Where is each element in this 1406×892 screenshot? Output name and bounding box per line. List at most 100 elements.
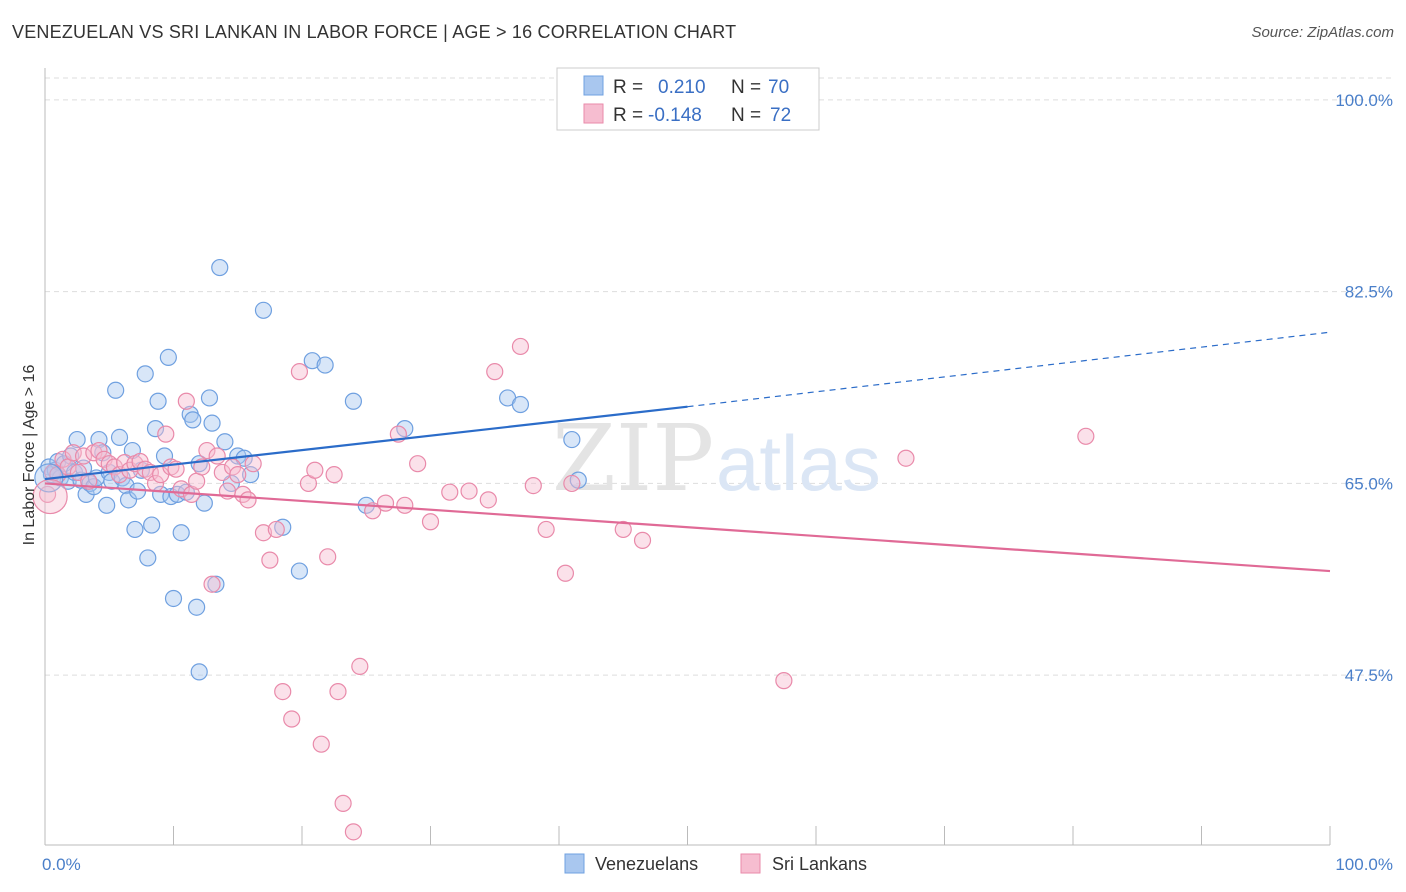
venezuelan-point: [143, 516, 161, 534]
legend-r-value-2: -0.148: [648, 105, 702, 126]
sri-lankan-point: [274, 682, 292, 701]
venezuelan-point: [203, 414, 221, 432]
watermark-zip: ZIP: [552, 405, 714, 512]
legend-swatch-sri-lankans: [583, 103, 604, 124]
sri-lankan-point: [254, 524, 273, 542]
sri-lankan-point: [396, 496, 414, 514]
venezuelan-point: [136, 365, 154, 383]
axis-layer: 47.5% 65.0% 82.5% 100.0% 0.0% 100.0%: [42, 68, 1393, 874]
sri-lankan-point: [486, 363, 504, 381]
sri-lankan-point: [633, 531, 652, 549]
sri-lankan-point: [325, 466, 343, 484]
legend-swatch-venezuelans: [583, 75, 604, 96]
venezuelan-point: [107, 381, 125, 399]
venezuelan-point: [119, 491, 138, 509]
sri-lankan-point: [203, 575, 221, 593]
sri-lankan-point: [244, 455, 262, 473]
sri-lankan-point: [460, 482, 478, 500]
venezuelan-trend-line: [44, 405, 688, 481]
chart-title: VENEZUELAN VS SRI LANKAN IN LABOR FORCE …: [12, 22, 737, 42]
sri-lankan-point: [511, 337, 530, 356]
y-axis-title: In Labor Force | Age > 16: [21, 365, 38, 546]
sri-lankan-point: [198, 441, 216, 460]
legend-r-label-2: R =: [613, 105, 643, 126]
venezuelan-point: [68, 430, 86, 449]
sri-lankan-point: [1077, 427, 1095, 445]
venezuelan-point: [126, 520, 144, 539]
sri-lankan-point: [775, 672, 793, 690]
bottom-legend-swatch-sri-lankans: [740, 853, 761, 874]
legend-n-label-2: N =: [731, 105, 761, 126]
bottom-legend-venezuelans: Venezuelans: [595, 854, 698, 874]
legend: R = 0.210 N = 70 R = -0.148 N = 72: [556, 67, 820, 131]
venezuelan-point: [254, 301, 273, 319]
sri-lankan-point: [344, 823, 362, 841]
legend-r-label-1: R =: [613, 77, 643, 98]
sri-lankan-point: [334, 794, 352, 812]
venezuelan-point: [207, 575, 225, 593]
sri-lankan-point: [479, 491, 497, 509]
sri-lankan-point: [239, 491, 257, 509]
sri-lankan-point: [897, 449, 915, 467]
venezuelan-point: [563, 430, 581, 449]
source-label: Source: ZipAtlas.com: [1251, 24, 1394, 41]
sri-lankan-point: [441, 483, 459, 501]
sri-lankan-point: [64, 444, 82, 462]
venezuelan-point: [200, 389, 219, 407]
venezuelan-point: [98, 496, 116, 514]
venezuelan-point: [303, 352, 321, 370]
venezuelan-point: [274, 518, 292, 536]
y-tick-label: 82.5%: [1345, 283, 1393, 302]
x-tick-label-min: 0.0%: [42, 855, 81, 874]
bottom-legend-swatch-venezuelans: [564, 853, 585, 874]
sri-lankan-point: [188, 472, 206, 490]
sri-lankan-point: [563, 474, 581, 493]
y-tick-label: 47.5%: [1345, 666, 1393, 685]
bottom-legend: Venezuelans Sri Lankans: [564, 853, 867, 874]
venezuelan-point: [149, 392, 167, 410]
sri-lankan-point: [556, 564, 575, 582]
sri-lankan-point: [90, 441, 108, 460]
sri-lankan-point: [312, 735, 330, 753]
venezuelan-point: [184, 411, 202, 429]
points-layer: [32, 258, 1095, 841]
trend-layer: [44, 331, 1331, 573]
sri-lankan-trend-line: [44, 482, 1331, 573]
sri-lankan-point: [351, 657, 369, 675]
venezuelan-point: [139, 549, 157, 567]
bottom-legend-sri-lankans: Sri Lankans: [772, 854, 867, 874]
sri-lankan-point: [524, 477, 542, 495]
sri-lankan-point: [283, 710, 301, 728]
sri-lankan-cluster-point: [32, 478, 68, 515]
sri-lankan-point: [229, 466, 247, 484]
watermark: ZIP atlas: [552, 405, 881, 512]
sri-lankan-point: [177, 392, 195, 410]
venezuelan-point: [190, 663, 208, 681]
sri-lankan-point: [376, 494, 395, 512]
y-tick-label: 100.0%: [1335, 91, 1393, 110]
legend-n-value-1: 70: [768, 77, 789, 98]
sri-lankan-point: [319, 548, 337, 566]
venezuelan-point: [216, 433, 234, 451]
venezuelan-point: [211, 258, 229, 277]
venezuelan-point: [316, 356, 334, 374]
venezuelan-point: [172, 524, 190, 542]
sri-lankan-point: [614, 520, 632, 539]
sri-lankan-point: [421, 513, 440, 531]
sri-lankan-point: [193, 458, 211, 476]
venezuelan-point: [110, 428, 129, 446]
venezuelan-point: [164, 589, 183, 608]
venezuelan-point: [146, 420, 165, 438]
watermark-atlas: atlas: [716, 419, 881, 507]
venezuelan-point: [159, 348, 177, 367]
sri-lankan-point: [306, 461, 324, 479]
sri-lankan-point: [74, 447, 93, 465]
venezuelan-point: [511, 395, 530, 414]
venezuelan-point: [188, 598, 206, 616]
venezuelan-trend-extension: [687, 331, 1331, 408]
grid-layer: [45, 77, 1392, 676]
sri-lankan-point: [261, 551, 279, 569]
sri-lankan-point: [290, 363, 309, 381]
legend-n-label-1: N =: [731, 77, 761, 98]
